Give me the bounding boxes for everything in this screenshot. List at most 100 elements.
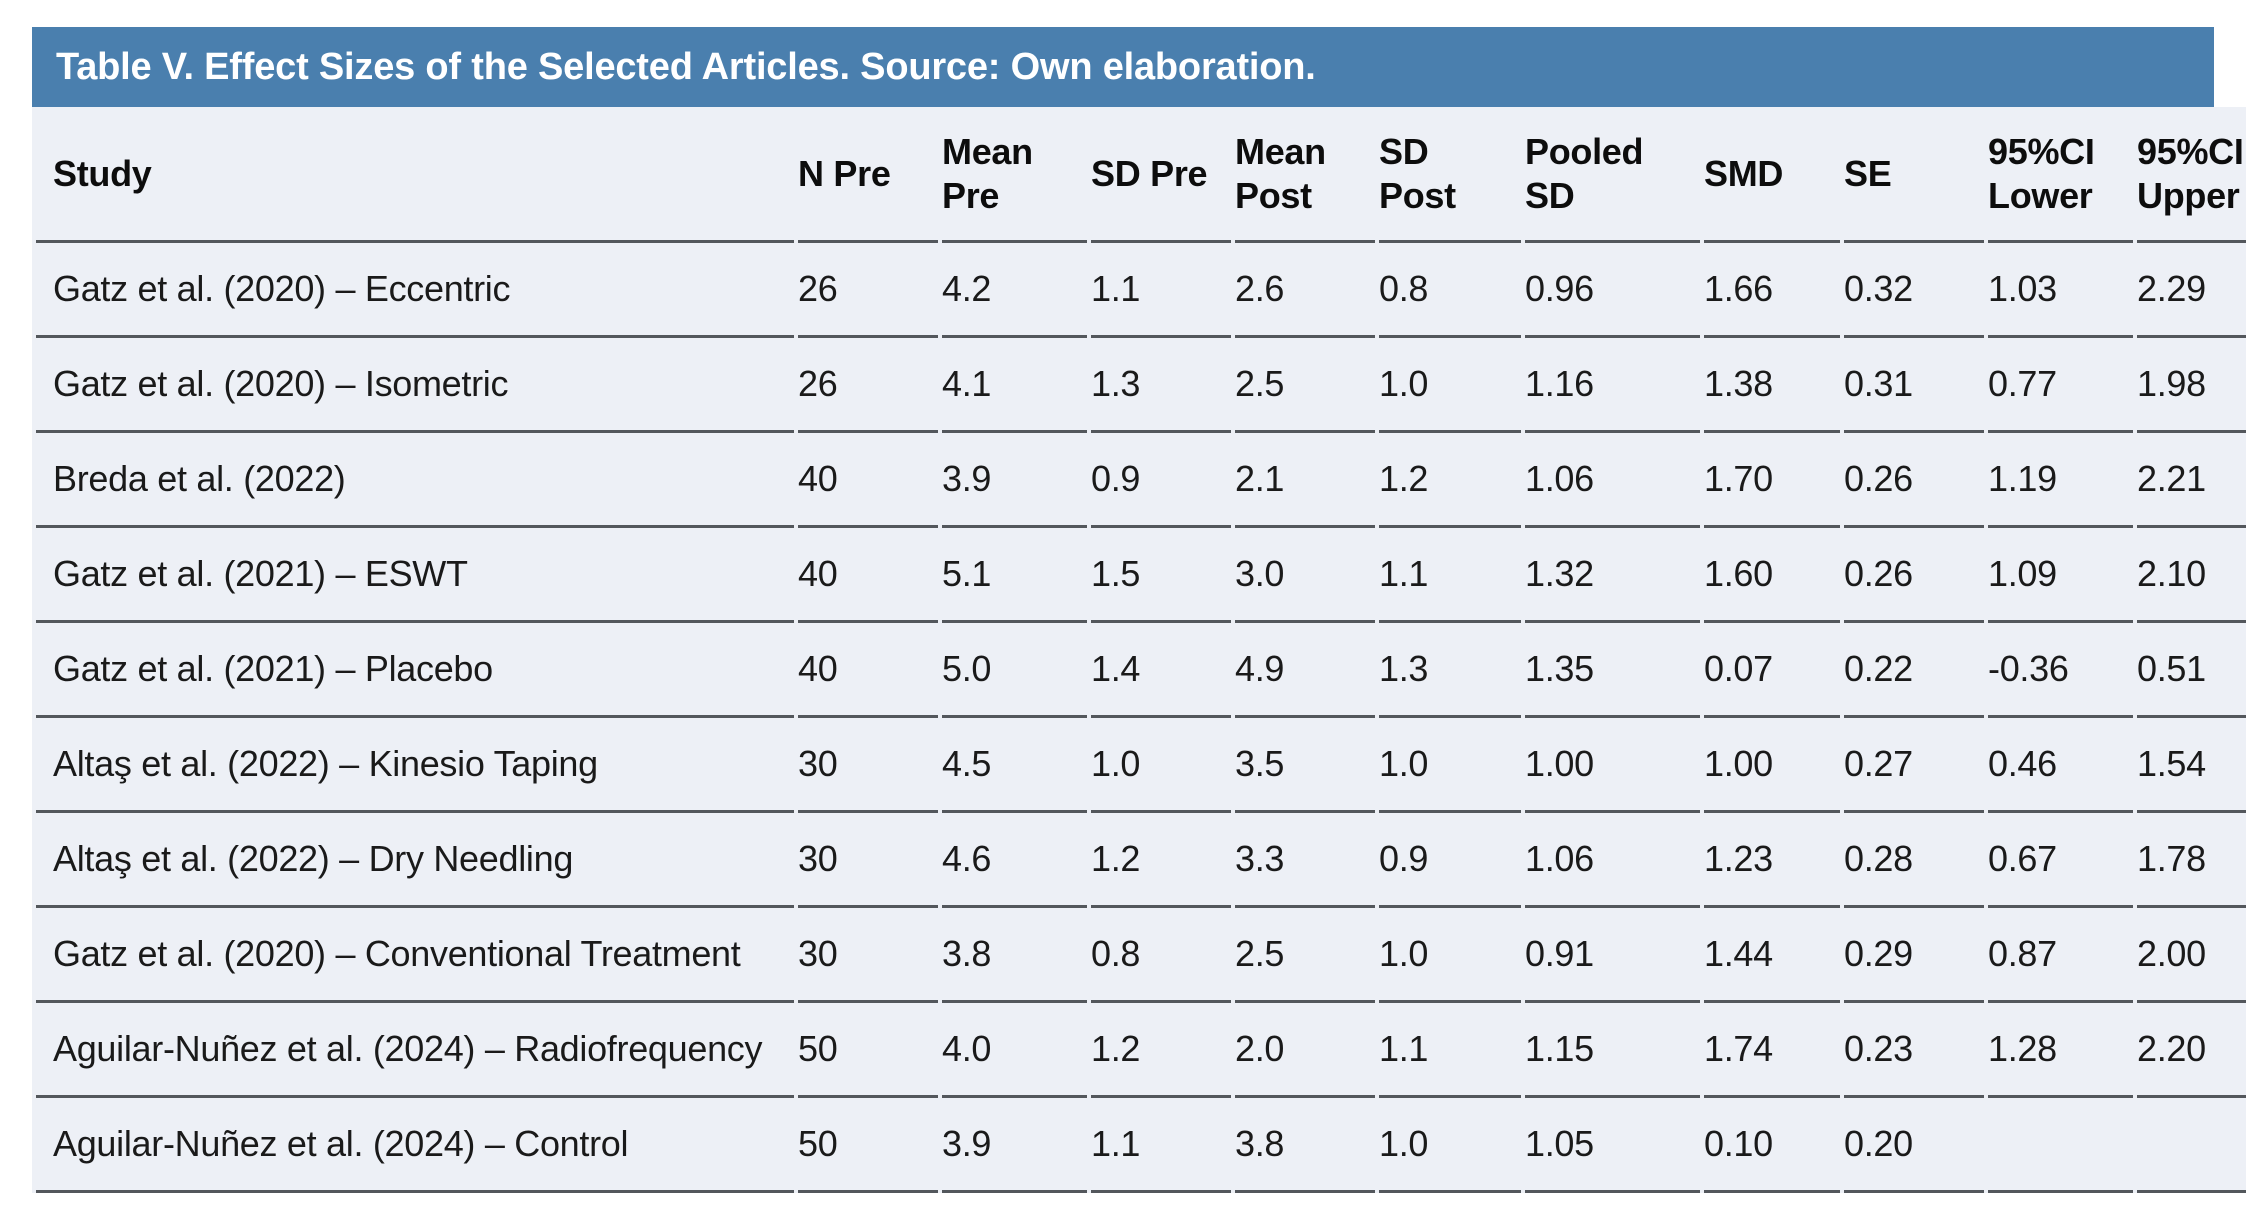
- value-cell-sd-post: 1.0: [1379, 718, 1521, 813]
- value-cell-n-pre: 30: [798, 908, 938, 1003]
- table-row: Gatz et al. (2021) – Placebo 40 5.0 1.4 4.9 1…: [36, 623, 2246, 718]
- value-cell-sd-post: 0.9: [1379, 813, 1521, 908]
- table-row: Aguilar-Nuñez et al. (2024) – Radiofrequ…: [36, 1003, 2246, 1098]
- value-cell-ci-lower: -0.36: [1988, 623, 2133, 718]
- column-header-n-pre: N Pre: [798, 107, 938, 243]
- column-header-pooled-sd: Pooled SD: [1525, 107, 1700, 243]
- table-row: Gatz et al. (2020) – Isometric 26 4.1 1.3 2.…: [36, 338, 2246, 433]
- value-cell-n-pre: 40: [798, 433, 938, 528]
- value-cell-mean-post: 3.8: [1235, 1098, 1375, 1193]
- table-row: Altaş et al. (2022) – Dry Needling 30 4.6 1…: [36, 813, 2246, 908]
- value-cell-se: 0.31: [1844, 338, 1984, 433]
- table-row: Altaş et al. (2022) – Kinesio Taping 30 4.…: [36, 718, 2246, 813]
- value-cell-pooled-sd: 1.32: [1525, 528, 1700, 623]
- value-cell-se: 0.28: [1844, 813, 1984, 908]
- column-header-study: Study: [36, 107, 794, 243]
- value-cell-smd: 1.44: [1704, 908, 1840, 1003]
- value-cell-smd: 1.66: [1704, 243, 1840, 338]
- value-cell-pooled-sd: 0.96: [1525, 243, 1700, 338]
- value-cell-n-pre: 26: [798, 243, 938, 338]
- value-cell-mean-post: 2.6: [1235, 243, 1375, 338]
- study-cell: Breda et al. (2022): [36, 433, 794, 528]
- value-cell-ci-upper: 2.21: [2137, 433, 2246, 528]
- value-cell-sd-post: 1.0: [1379, 1098, 1521, 1193]
- value-cell-smd: 1.60: [1704, 528, 1840, 623]
- value-cell-mean-post: 3.5: [1235, 718, 1375, 813]
- value-cell-pooled-sd: 1.00: [1525, 718, 1700, 813]
- value-cell-ci-upper: 1.98: [2137, 338, 2246, 433]
- value-cell-sd-pre: 1.3: [1091, 338, 1231, 433]
- study-cell: Gatz et al. (2020) – Eccentric: [36, 243, 794, 338]
- value-cell-mean-post: 4.9: [1235, 623, 1375, 718]
- value-cell-ci-upper: 2.00: [2137, 908, 2246, 1003]
- value-cell-sd-post: 1.1: [1379, 528, 1521, 623]
- value-cell-sd-pre: 1.5: [1091, 528, 1231, 623]
- column-header-ci-upper: 95%CI Upper: [2137, 107, 2246, 243]
- table-body: Gatz et al. (2020) – Eccentric 26 4.2 1.1 2.…: [36, 243, 2246, 1193]
- study-cell: Gatz et al. (2021) – Placebo: [36, 623, 794, 718]
- value-cell-ci-upper: 1.78: [2137, 813, 2246, 908]
- effect-sizes-table-card: Table V. Effect Sizes of the Selected Ar…: [32, 27, 2246, 1193]
- value-cell-n-pre: 50: [798, 1098, 938, 1193]
- value-cell-n-pre: 50: [798, 1003, 938, 1098]
- value-cell-n-pre: 30: [798, 718, 938, 813]
- table-title: Table V. Effect Sizes of the Selected Ar…: [56, 45, 1316, 88]
- value-cell-se: 0.29: [1844, 908, 1984, 1003]
- study-cell: Aguilar-Nuñez et al. (2024) – Control: [36, 1098, 794, 1193]
- value-cell-mean-pre: 4.5: [942, 718, 1087, 813]
- value-cell-sd-pre: 0.8: [1091, 908, 1231, 1003]
- value-cell-mean-pre: 4.6: [942, 813, 1087, 908]
- column-header-ci-lower: 95%CI Lower: [1988, 107, 2133, 243]
- value-cell-mean-pre: 5.0: [942, 623, 1087, 718]
- value-cell-smd: 1.70: [1704, 433, 1840, 528]
- value-cell-ci-lower: [1988, 1098, 2133, 1193]
- value-cell-smd: 1.38: [1704, 338, 1840, 433]
- value-cell-ci-lower: 0.67: [1988, 813, 2133, 908]
- value-cell-mean-pre: 4.1: [942, 338, 1087, 433]
- value-cell-pooled-sd: 1.05: [1525, 1098, 1700, 1193]
- value-cell-pooled-sd: 1.15: [1525, 1003, 1700, 1098]
- value-cell-smd: 1.74: [1704, 1003, 1840, 1098]
- table-row: Gatz et al. (2021) – ESWT 40 5.1 1.5 3.0 1.1 1…: [36, 528, 2246, 623]
- value-cell-mean-pre: 4.0: [942, 1003, 1087, 1098]
- value-cell-se: 0.32: [1844, 243, 1984, 338]
- value-cell-sd-post: 1.3: [1379, 623, 1521, 718]
- effects-table: Study N Pre Mean Pre SD Pre Mean Post SD Post…: [32, 107, 2246, 1193]
- value-cell-mean-post: 2.5: [1235, 908, 1375, 1003]
- value-cell-mean-post: 2.1: [1235, 433, 1375, 528]
- value-cell-sd-post: 1.1: [1379, 1003, 1521, 1098]
- value-cell-sd-pre: 1.2: [1091, 813, 1231, 908]
- value-cell-se: 0.22: [1844, 623, 1984, 718]
- value-cell-mean-post: 3.3: [1235, 813, 1375, 908]
- value-cell-mean-pre: 3.8: [942, 908, 1087, 1003]
- value-cell-se: 0.26: [1844, 433, 1984, 528]
- value-cell-sd-post: 1.0: [1379, 908, 1521, 1003]
- study-cell: Gatz et al. (2020) – Conventional Treatm…: [36, 908, 794, 1003]
- value-cell-mean-post: 2.5: [1235, 338, 1375, 433]
- value-cell-ci-upper: 2.10: [2137, 528, 2246, 623]
- table-row: Breda et al. (2022) 40 3.9 0.9 2.1 1.2 1.06 1.7…: [36, 433, 2246, 528]
- value-cell-ci-lower: 1.09: [1988, 528, 2133, 623]
- value-cell-ci-upper: [2137, 1098, 2246, 1193]
- value-cell-sd-pre: 1.2: [1091, 1003, 1231, 1098]
- value-cell-se: 0.23: [1844, 1003, 1984, 1098]
- header-row: Study N Pre Mean Pre SD Pre Mean Post SD Post…: [36, 107, 2246, 243]
- value-cell-mean-post: 3.0: [1235, 528, 1375, 623]
- study-cell: Gatz et al. (2021) – ESWT: [36, 528, 794, 623]
- value-cell-ci-lower: 1.19: [1988, 433, 2133, 528]
- value-cell-ci-upper: 2.29: [2137, 243, 2246, 338]
- value-cell-sd-pre: 1.4: [1091, 623, 1231, 718]
- value-cell-se: 0.20: [1844, 1098, 1984, 1193]
- value-cell-sd-pre: 1.0: [1091, 718, 1231, 813]
- table-row: Gatz et al. (2020) – Eccentric 26 4.2 1.1 2.…: [36, 243, 2246, 338]
- value-cell-sd-post: 0.8: [1379, 243, 1521, 338]
- column-header-smd: SMD: [1704, 107, 1840, 243]
- value-cell-n-pre: 40: [798, 623, 938, 718]
- study-cell: Aguilar-Nuñez et al. (2024) – Radiofrequ…: [36, 1003, 794, 1098]
- column-header-mean-post: Mean Post: [1235, 107, 1375, 243]
- value-cell-pooled-sd: 1.16: [1525, 338, 1700, 433]
- value-cell-sd-post: 1.2: [1379, 433, 1521, 528]
- study-cell: Altaş et al. (2022) – Dry Needling: [36, 813, 794, 908]
- value-cell-ci-upper: 0.51: [2137, 623, 2246, 718]
